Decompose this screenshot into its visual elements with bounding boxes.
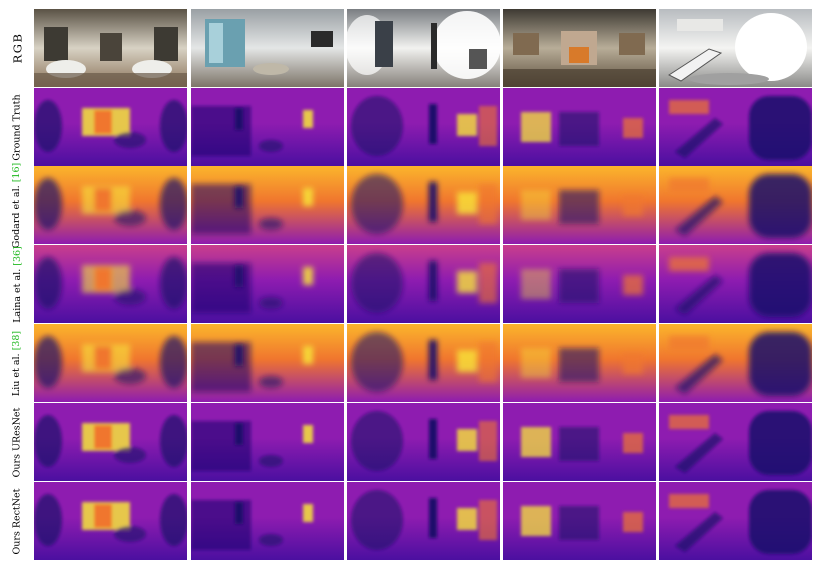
depth-map-uresnet-fireplace-room <box>503 403 656 481</box>
depth-map-godard-living-room-windows <box>191 166 344 244</box>
depth-map-laina-living-room-windows <box>191 245 344 323</box>
depth-heatmap <box>191 482 344 560</box>
depth-heatmap <box>659 88 812 166</box>
depth-heatmap <box>34 482 187 560</box>
depth-map-rectnet-living-room-windows <box>191 482 344 560</box>
rgb-image-bathroom <box>34 9 187 87</box>
depth-map-gt-hallway-door <box>347 88 500 166</box>
depth-heatmap <box>347 482 500 560</box>
depth-heatmap <box>191 245 344 323</box>
depth-map-liu-living-room-windows <box>191 324 344 402</box>
citation-link[interactable]: [38] <box>11 330 23 350</box>
depth-heatmap <box>34 166 187 244</box>
row-label-uresnet: Ours UResNet <box>4 403 30 481</box>
depth-heatmap <box>659 324 812 402</box>
depth-map-liu-fireplace-room <box>503 324 656 402</box>
depth-heatmap <box>34 403 187 481</box>
depth-map-laina-fireplace-room <box>503 245 656 323</box>
row-label-text: Laina et al. <box>11 268 23 323</box>
depth-heatmap <box>191 403 344 481</box>
depth-map-rectnet-staircase <box>659 482 812 560</box>
panorama-photo <box>191 9 344 87</box>
row-label-rectnet: Ours RectNet <box>4 482 30 560</box>
depth-heatmap <box>503 324 656 402</box>
depth-map-godard-hallway-door <box>347 166 500 244</box>
depth-map-gt-staircase <box>659 88 812 166</box>
depth-heatmap <box>34 245 187 323</box>
row-label-text: Ours UResNet <box>11 407 23 477</box>
depth-heatmap <box>659 166 812 244</box>
depth-map-liu-bathroom <box>34 324 187 402</box>
depth-heatmap <box>503 166 656 244</box>
depth-heatmap <box>347 245 500 323</box>
depth-map-liu-hallway-door <box>347 324 500 402</box>
depth-heatmap <box>347 324 500 402</box>
row-label-liu: Liu et al. [38] <box>4 324 30 402</box>
depth-heatmap <box>659 403 812 481</box>
depth-heatmap <box>34 324 187 402</box>
panorama-photo <box>659 9 812 87</box>
citation-link[interactable]: [16] <box>11 162 23 182</box>
depth-heatmap <box>191 324 344 402</box>
depth-heatmap <box>347 88 500 166</box>
depth-map-uresnet-bathroom <box>34 403 187 481</box>
depth-map-rectnet-fireplace-room <box>503 482 656 560</box>
row-label-gt: Ground Truth <box>4 88 30 166</box>
depth-map-uresnet-living-room-windows <box>191 403 344 481</box>
depth-map-liu-staircase <box>659 324 812 402</box>
rgb-image-hallway-door <box>347 9 500 87</box>
depth-map-gt-bathroom <box>34 88 187 166</box>
row-label-laina: Laina et al. [36] <box>4 245 30 323</box>
depth-map-uresnet-hallway-door <box>347 403 500 481</box>
depth-heatmap <box>191 166 344 244</box>
depth-heatmap <box>503 403 656 481</box>
panorama-photo <box>34 9 187 87</box>
depth-map-godard-bathroom <box>34 166 187 244</box>
depth-heatmap <box>347 403 500 481</box>
depth-heatmap <box>191 88 344 166</box>
depth-map-gt-fireplace-room <box>503 88 656 166</box>
row-label-text: Godard et al. <box>11 184 23 248</box>
panorama-photo <box>347 9 500 87</box>
depth-heatmap <box>503 245 656 323</box>
rgb-image-living-room-windows <box>191 9 344 87</box>
row-label-rgb: RGB <box>4 9 30 87</box>
depth-map-laina-hallway-door <box>347 245 500 323</box>
rgb-image-staircase <box>659 9 812 87</box>
depth-map-godard-staircase <box>659 166 812 244</box>
depth-map-godard-fireplace-room <box>503 166 656 244</box>
depth-heatmap <box>659 245 812 323</box>
depth-heatmap <box>659 482 812 560</box>
depth-map-rectnet-hallway-door <box>347 482 500 560</box>
row-label-text: Ground Truth <box>11 93 23 161</box>
row-label-godard: Godard et al. [16] <box>4 162 30 247</box>
depth-map-rectnet-bathroom <box>34 482 187 560</box>
depth-map-laina-staircase <box>659 245 812 323</box>
depth-heatmap <box>503 482 656 560</box>
depth-heatmap <box>503 88 656 166</box>
citation-link[interactable]: [36] <box>11 245 23 266</box>
depth-map-gt-living-room-windows <box>191 88 344 166</box>
depth-heatmap <box>34 88 187 166</box>
row-label-text: Liu et al. <box>11 352 23 396</box>
rgb-image-fireplace-room <box>503 9 656 87</box>
depth-map-uresnet-staircase <box>659 403 812 481</box>
row-label-text: RGB <box>10 32 25 64</box>
panorama-photo <box>503 9 656 87</box>
row-label-text: Ours RectNet <box>11 487 23 555</box>
depth-map-laina-bathroom <box>34 245 187 323</box>
depth-heatmap <box>347 166 500 244</box>
